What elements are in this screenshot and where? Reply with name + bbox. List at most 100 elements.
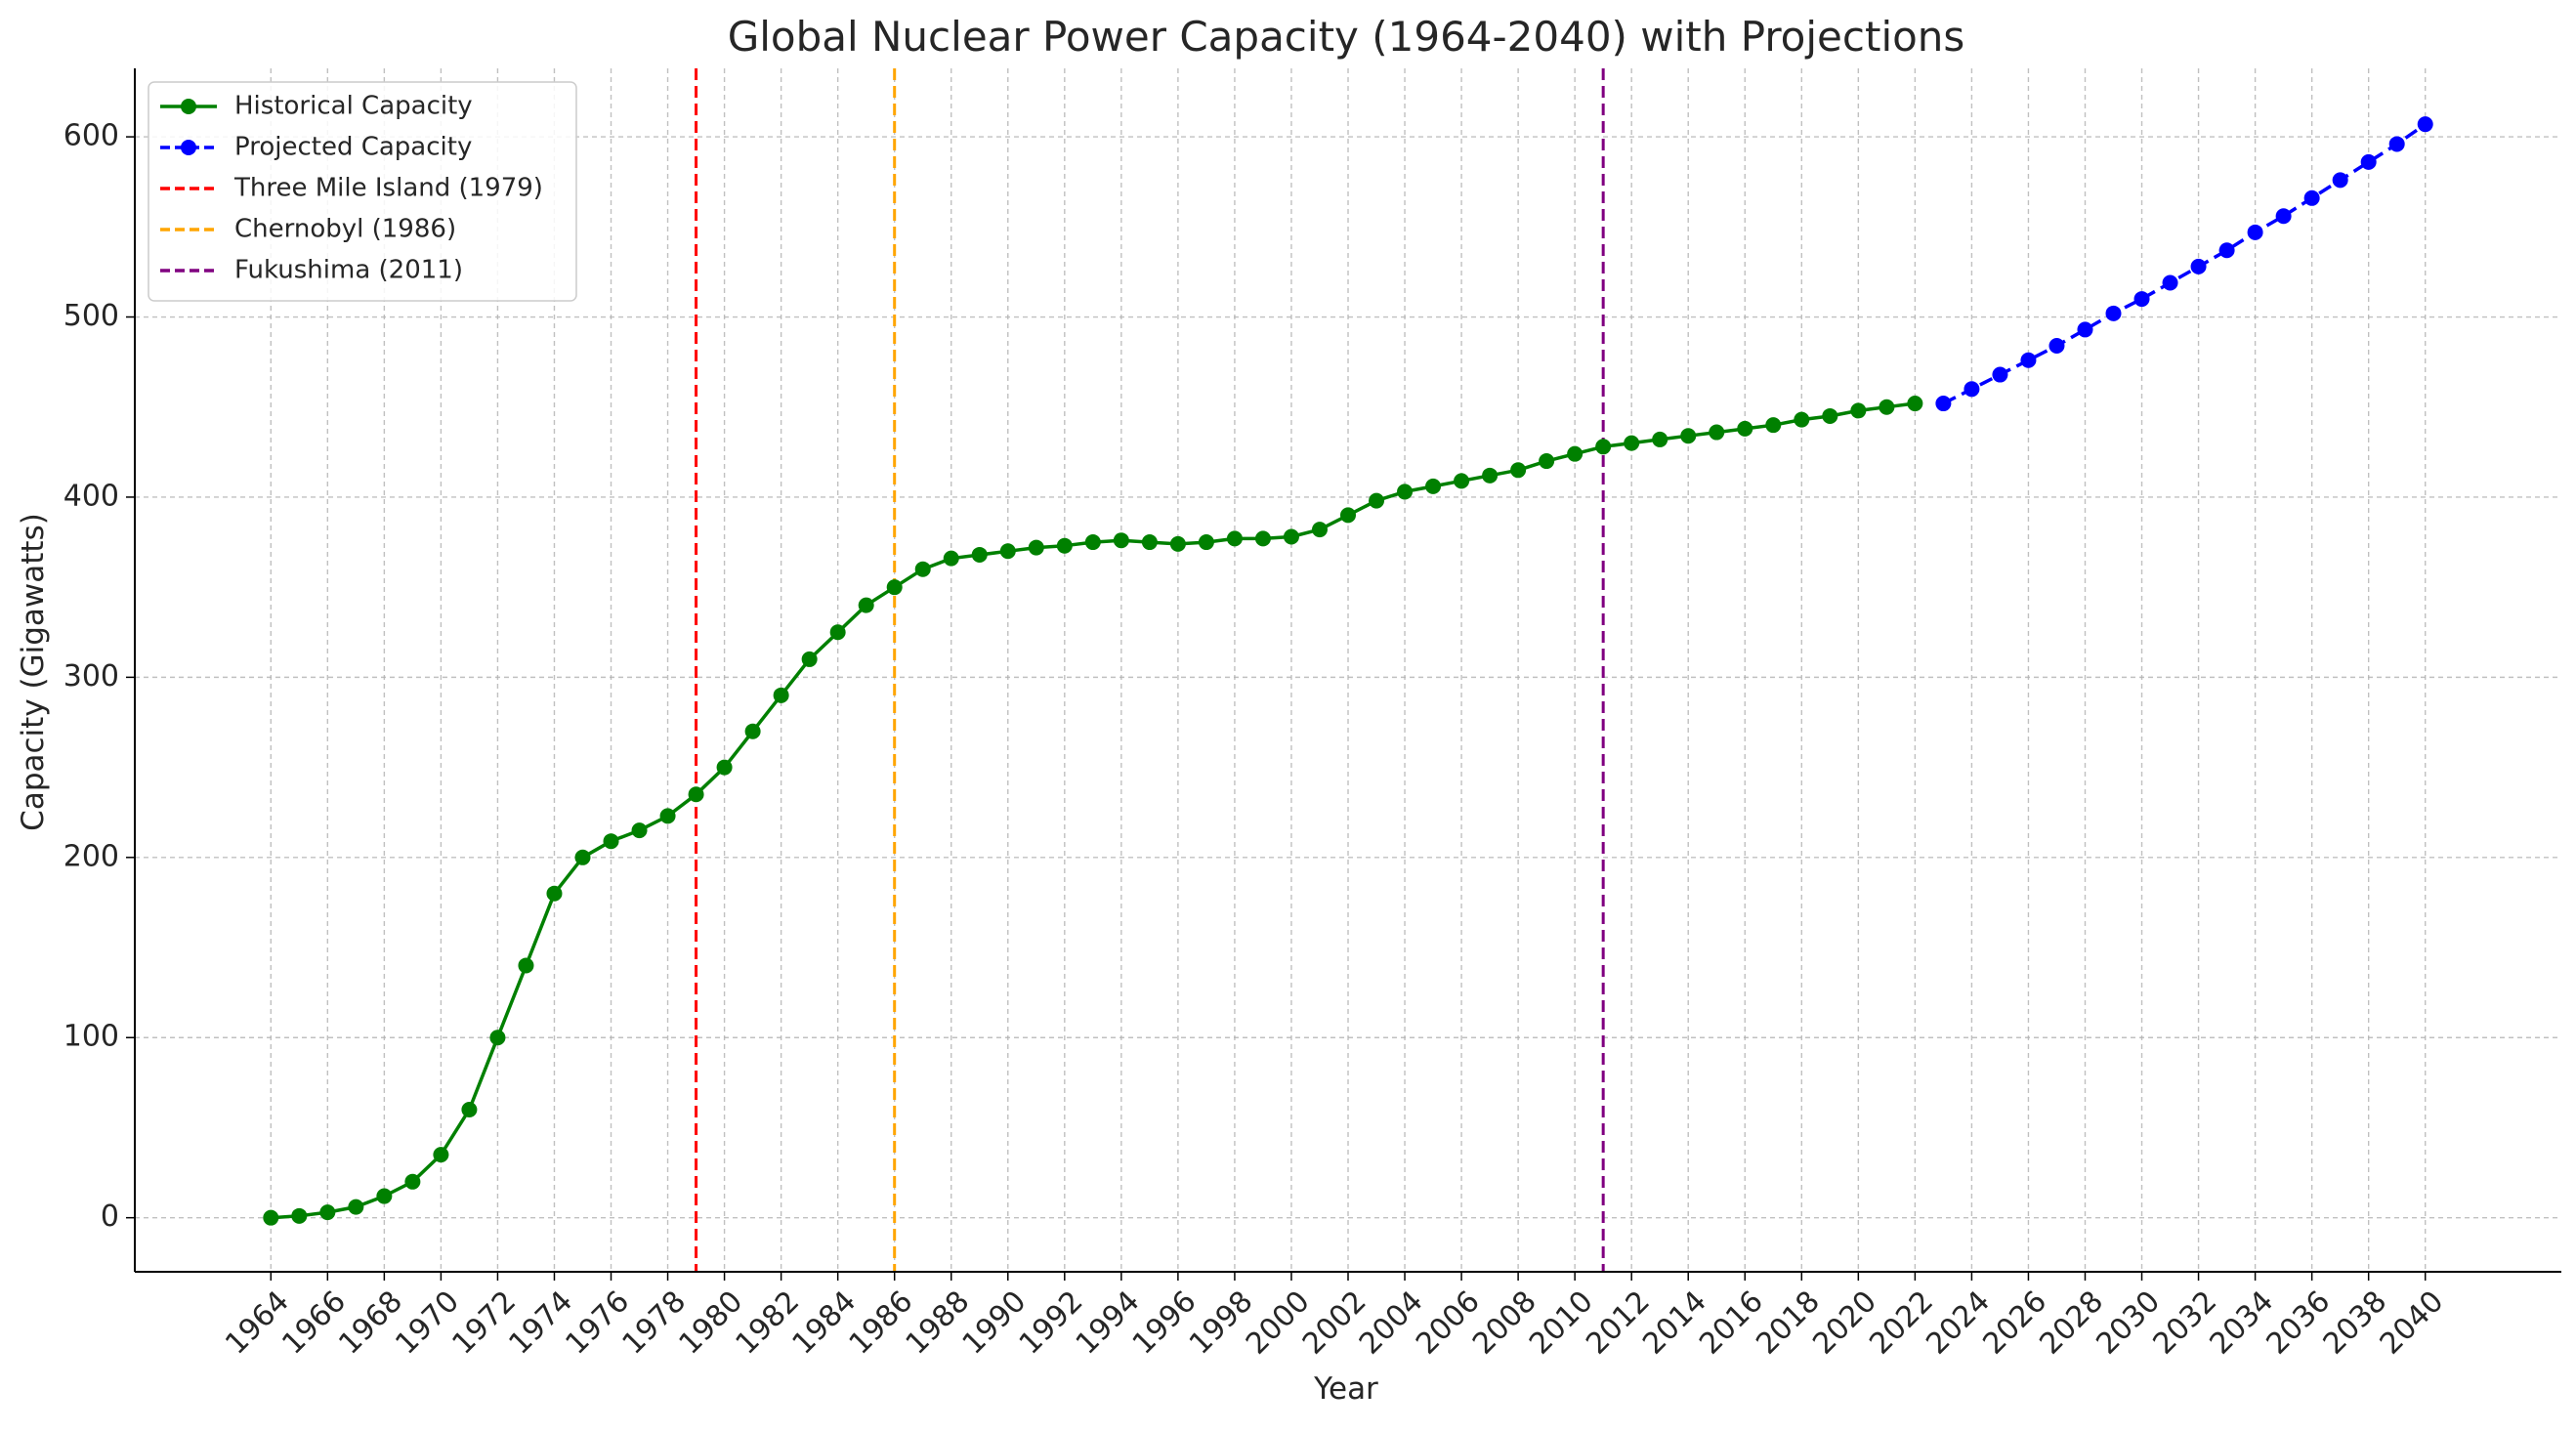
data-point: [2275, 208, 2292, 225]
data-point: [999, 543, 1016, 560]
data-point: [688, 786, 704, 803]
data-point: [1822, 407, 1838, 424]
y-tick-label: 300: [63, 659, 119, 694]
data-point: [2417, 116, 2433, 133]
x-tick-label: 2040: [2374, 1284, 2451, 1362]
data-point: [1907, 396, 1923, 412]
data-point: [1879, 399, 1895, 415]
data-point: [1992, 366, 2008, 383]
data-point: [404, 1173, 421, 1190]
data-point: [1311, 522, 1328, 538]
legend: Historical Capacity Projected Capacity Thr…: [148, 81, 577, 302]
data-point: [574, 849, 591, 865]
legend-marker: [181, 140, 196, 155]
data-point: [2303, 189, 2320, 206]
data-point: [829, 624, 846, 641]
data-point: [1028, 539, 1044, 556]
data-point: [2133, 291, 2150, 308]
x-tick-label: 2012: [1580, 1284, 1657, 1362]
x-tick-label: 1972: [445, 1284, 523, 1362]
x-tick-label: 1990: [956, 1284, 1034, 1362]
axes: [126, 68, 2561, 1281]
chart-title: Global Nuclear Power Capacity (1964-2040…: [728, 13, 1965, 61]
data-point: [1198, 534, 1214, 551]
x-tick-label: 2004: [1353, 1284, 1430, 1362]
data-point: [2190, 258, 2207, 274]
data-point: [348, 1199, 364, 1215]
data-point: [1794, 411, 1810, 428]
legend-label: Projected Capacity: [234, 133, 472, 162]
data-point: [1510, 462, 1527, 479]
data-point: [914, 561, 931, 577]
x-tick-label: 2022: [1863, 1284, 1940, 1362]
data-point: [886, 579, 903, 596]
data-point: [1169, 535, 1186, 552]
x-tick-label: 1976: [559, 1284, 636, 1362]
x-tick-label: 2000: [1240, 1284, 1317, 1362]
data-point: [1397, 484, 1414, 500]
x-tick-label: 1984: [786, 1284, 864, 1362]
data-point: [489, 1030, 506, 1046]
data-point: [1964, 381, 1980, 398]
y-tick-label: 0: [101, 1200, 119, 1234]
data-point: [1595, 439, 1612, 455]
data-point: [263, 1209, 279, 1226]
x-tick-label: 1996: [1126, 1284, 1204, 1362]
data-point: [773, 687, 789, 703]
data-point: [858, 597, 874, 613]
data-point: [319, 1204, 336, 1221]
data-point: [546, 885, 563, 902]
x-tick-label: 2002: [1296, 1284, 1373, 1362]
x-tick-label: 2018: [1750, 1284, 1827, 1362]
data-point: [433, 1147, 449, 1163]
data-point: [1425, 478, 1442, 494]
y-tick-label: 500: [63, 299, 119, 333]
data-point: [1624, 435, 1640, 451]
x-tick-label: 2008: [1466, 1284, 1543, 1362]
y-tick-label: 400: [63, 479, 119, 513]
x-tick-label: 2028: [2033, 1284, 2110, 1362]
grid: [135, 68, 2561, 1272]
legend-label: Chernobyl (1986): [234, 215, 456, 244]
x-tick-label: 1968: [332, 1284, 409, 1362]
data-point: [1283, 528, 1299, 545]
data-point: [2162, 274, 2178, 291]
data-point: [631, 822, 648, 839]
y-axis-label: Capacity (Gigawatts): [16, 513, 51, 831]
x-tick-label: 2030: [2090, 1284, 2167, 1362]
y-tick-label: 600: [63, 119, 119, 153]
x-tick-label: 1964: [219, 1284, 296, 1362]
data-point: [1141, 534, 1158, 551]
series: [263, 116, 2433, 1226]
data-point: [1226, 530, 1243, 547]
x-tick-label: 1988: [900, 1284, 977, 1362]
data-point: [943, 550, 959, 567]
data-point: [2077, 321, 2093, 338]
data-point: [1737, 420, 1753, 437]
data-point: [1454, 473, 1470, 489]
x-tick-label: 2024: [1920, 1284, 1997, 1362]
x-tick-label: 1986: [843, 1284, 920, 1362]
data-point: [801, 651, 818, 667]
series-line: [271, 401, 1916, 1220]
data-point: [1369, 492, 1385, 509]
data-point: [1084, 534, 1101, 551]
data-point: [971, 546, 988, 563]
event-lines: [695, 68, 1605, 1272]
x-axis-label: Year: [1313, 1371, 1378, 1407]
data-point: [1056, 537, 1073, 554]
data-point: [2247, 224, 2263, 240]
data-point: [1935, 396, 1952, 412]
x-tick-label: 1994: [1070, 1284, 1147, 1362]
data-point: [2360, 153, 2377, 170]
x-tick-label: 1998: [1183, 1284, 1260, 1362]
data-point: [291, 1207, 308, 1224]
data-point: [1652, 431, 1668, 447]
x-tick-label: 2010: [1523, 1284, 1600, 1362]
legend-box: [148, 81, 577, 302]
data-point: [744, 723, 761, 739]
data-point: [1340, 507, 1356, 524]
x-tick-label: 1970: [389, 1284, 466, 1362]
data-point: [1680, 428, 1697, 444]
